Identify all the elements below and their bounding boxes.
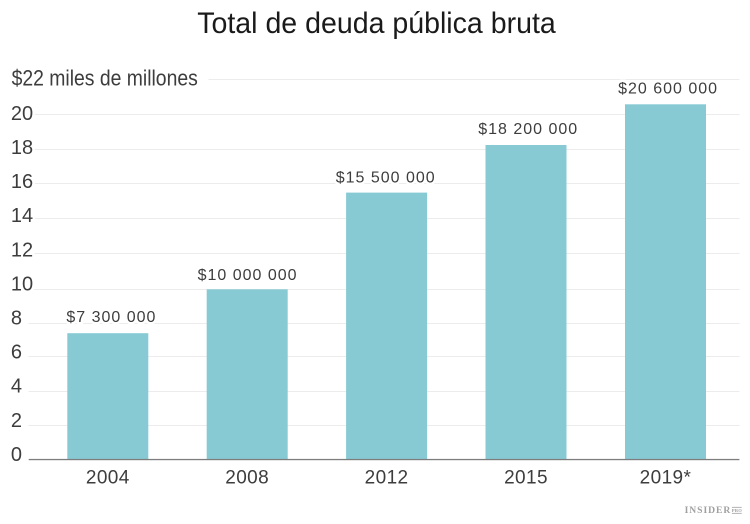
svg-text:2004: 2004 — [86, 467, 130, 488]
svg-text:$18 200 000: $18 200 000 — [478, 121, 578, 138]
svg-text:12: 12 — [11, 239, 33, 261]
svg-text:$20 600 000: $20 600 000 — [618, 81, 718, 98]
svg-text:INSIDER: INSIDER — [685, 505, 732, 516]
svg-text:4: 4 — [11, 376, 22, 398]
svg-text:$10 000 000: $10 000 000 — [198, 267, 298, 284]
svg-text:20: 20 — [11, 103, 33, 125]
svg-text:10: 10 — [11, 273, 33, 295]
svg-text:16: 16 — [11, 171, 33, 193]
svg-text:$7 300 000: $7 300 000 — [66, 309, 156, 326]
svg-text:2: 2 — [11, 410, 22, 432]
svg-text:2012: 2012 — [365, 467, 409, 488]
svg-text:0: 0 — [11, 444, 22, 466]
svg-text:18: 18 — [11, 137, 33, 159]
svg-text:2008: 2008 — [225, 467, 269, 488]
svg-text:8: 8 — [11, 308, 22, 330]
svg-text:6: 6 — [11, 342, 22, 364]
svg-text:$15 500 000: $15 500 000 — [336, 169, 436, 186]
svg-text:PRO: PRO — [732, 508, 743, 513]
svg-text:2015: 2015 — [504, 467, 548, 488]
svg-text:14: 14 — [11, 205, 33, 227]
svg-text:Total de deuda pública bruta: Total de deuda pública bruta — [197, 8, 556, 40]
svg-text:$22 miles de millones: $22 miles de millones — [12, 65, 198, 90]
svg-text:2019*: 2019* — [640, 467, 692, 488]
